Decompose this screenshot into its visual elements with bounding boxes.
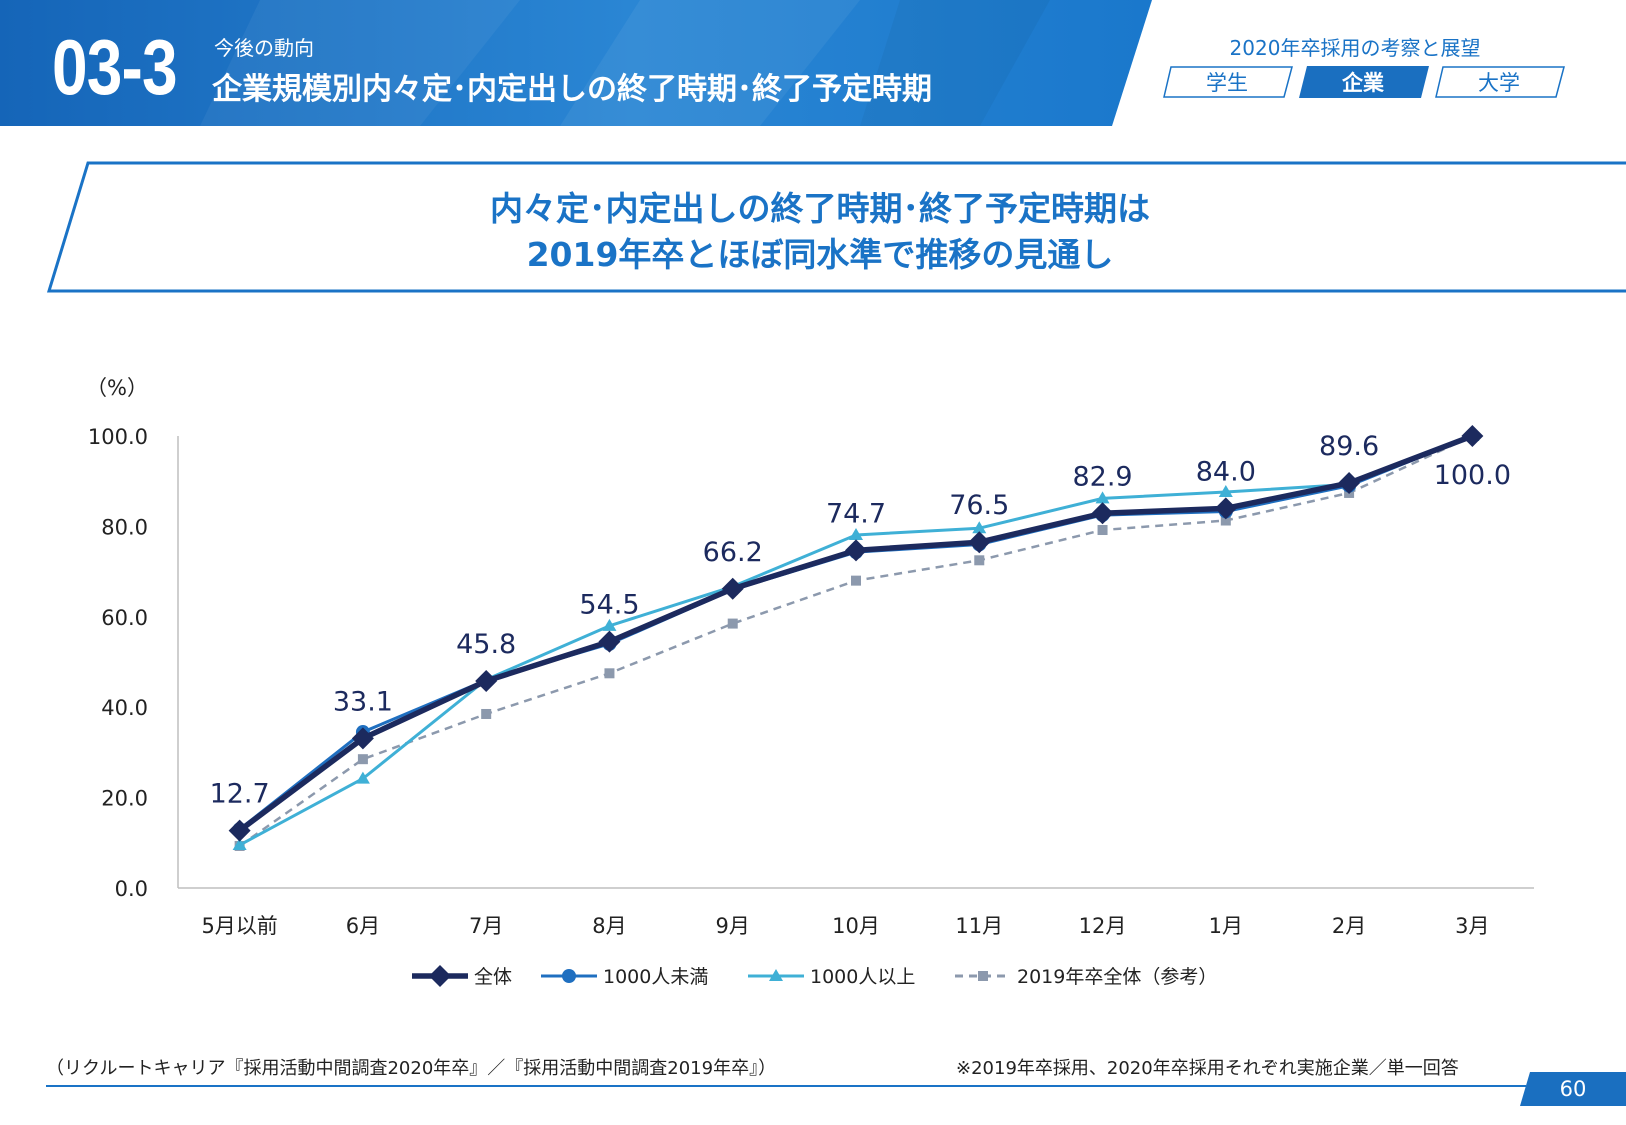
- x-tick-label: 8月: [592, 914, 626, 938]
- data-point: [1091, 502, 1114, 525]
- headline-box: 内々定･内定出しの終了時期･終了予定時期は 2019年卒とほぼ同水準で推移の見通…: [0, 160, 1626, 296]
- data-point: [727, 618, 738, 629]
- tab-university[interactable]: 大学: [1435, 66, 1565, 98]
- data-label: 12.7: [210, 779, 270, 810]
- tab-student-label: 学生: [1206, 71, 1248, 95]
- data-label: 54.5: [579, 590, 639, 621]
- x-tick-label: 2月: [1332, 914, 1366, 938]
- source-text: （リクルートキャリア『採用活動中間調査2020年卒』／『採用活動中間調査2019…: [46, 1058, 777, 1079]
- data-label: 100.0: [1434, 460, 1511, 491]
- data-point: [1220, 515, 1231, 526]
- series-line: [237, 433, 1474, 833]
- headline-line-2: 2019年卒とほぼ同水準で推移の見通し: [526, 235, 1114, 274]
- data-label: 33.1: [333, 686, 393, 717]
- data-label: 66.2: [703, 537, 763, 568]
- x-tick-label: 1月: [1209, 914, 1243, 938]
- series-2: [232, 429, 1480, 837]
- y-tick-label: 20.0: [101, 787, 148, 811]
- data-label: 82.9: [1072, 461, 1132, 492]
- legend-label: 1000人以上: [810, 966, 915, 988]
- data-point: [974, 555, 985, 566]
- data-point: [845, 539, 867, 562]
- y-tick-label: 80.0: [101, 515, 148, 539]
- section-subtitle: 今後の動向: [214, 36, 314, 60]
- x-tick-labels: 5月以前 6月 7月 8月 9月 10月 11月 12月 1月 2月 3月: [201, 914, 1489, 938]
- data-point: [972, 521, 987, 534]
- legend-swatch-marker: [562, 969, 576, 983]
- chart-axes: [177, 436, 1534, 889]
- x-tick-label: 5月以前: [201, 914, 277, 938]
- data-point: [968, 531, 991, 554]
- x-tick-label: 7月: [469, 914, 503, 938]
- x-tick-label: 10月: [832, 914, 880, 938]
- data-point: [355, 771, 370, 784]
- series-1: [228, 425, 1484, 842]
- data-point: [598, 630, 621, 653]
- y-tick-labels: 0.0 20.0 40.0 60.0 80.0 100.0: [88, 425, 148, 901]
- footer-divider: [46, 1085, 1526, 1087]
- data-labels: 12.7 33.1 45.8 54.5 66.2 74.7 76.5 82.9 84.0 89.6…: [210, 431, 1511, 810]
- data-label: 76.5: [949, 490, 1009, 521]
- data-point: [1218, 485, 1233, 498]
- data-point: [357, 754, 368, 765]
- data-point: [1097, 525, 1108, 536]
- tab-university-label: 大学: [1478, 71, 1520, 95]
- category-tabs: 学生 企業 大学: [1163, 66, 1573, 102]
- data-point: [1338, 472, 1361, 495]
- line-chart: （%） 0.0 20.0 40.0 60.0 80.0 100.0 5月以前 6月 7月 8月 9…: [86, 376, 1534, 988]
- data-point: [475, 669, 498, 692]
- x-tick-label: 9月: [716, 914, 750, 938]
- legend-item: 1000人以上: [748, 966, 915, 988]
- page-number-badge: 60: [1520, 1072, 1626, 1106]
- data-point: [232, 838, 247, 851]
- page-number: 60: [1559, 1077, 1587, 1101]
- x-tick-label: 11月: [955, 914, 1003, 938]
- data-point: [602, 618, 617, 631]
- legend-item: 全体: [412, 965, 512, 988]
- x-tick-label: 6月: [346, 914, 380, 938]
- x-tick-label: 3月: [1455, 914, 1489, 938]
- tab-company[interactable]: 企業: [1299, 66, 1429, 98]
- legend-label: 2019年卒全体（参考）: [1017, 966, 1217, 988]
- data-point: [604, 668, 615, 679]
- headline-frame: [46, 161, 1626, 293]
- tab-company-label: 企業: [1342, 71, 1384, 95]
- header-banner: 03-3 今後の動向 企業規模別内々定･内定出しの終了時期･終了予定時期 202…: [0, 0, 1626, 128]
- note-text: ※2019年卒採用、2020年卒採用それぞれ実施企業／単一回答: [956, 1058, 1459, 1079]
- legend-label: 1000人未満: [603, 966, 708, 988]
- data-point: [1214, 497, 1237, 520]
- data-point: [1461, 425, 1484, 447]
- data-point: [849, 527, 863, 540]
- section-number: 03-3: [52, 23, 178, 111]
- data-point: [721, 577, 744, 600]
- legend-item: 1000人未満: [541, 966, 708, 988]
- y-tick-label: 60.0: [101, 606, 148, 630]
- banner-background: [0, 0, 1152, 126]
- tab-student[interactable]: 学生: [1163, 66, 1293, 98]
- legend-swatch-marker: [769, 969, 783, 981]
- data-point: [1095, 491, 1110, 504]
- data-label: 84.0: [1196, 456, 1256, 487]
- chart-legend: 全体 1000人未満 1000人以上 2019年卒全体（参考）: [412, 965, 1217, 988]
- headline-line-1: 内々定･内定出しの終了時期･終了予定時期は: [490, 189, 1150, 228]
- legend-item: 2019年卒全体（参考）: [955, 966, 1217, 988]
- legend-label: 全体: [474, 966, 512, 988]
- legend-swatch-marker: [429, 965, 451, 987]
- data-label: 45.8: [456, 629, 516, 660]
- section-title: 企業規模別内々定･内定出しの終了時期･終了予定時期: [212, 72, 932, 107]
- data-point: [481, 708, 492, 719]
- data-label: 74.7: [826, 498, 886, 529]
- report-title: 2020年卒採用の考察と展望: [1229, 36, 1481, 60]
- y-tick-label: 100.0: [88, 425, 148, 449]
- y-unit-label: （%）: [86, 376, 148, 400]
- x-tick-label: 12月: [1079, 914, 1127, 938]
- data-point: [351, 727, 374, 750]
- y-tick-label: 0.0: [115, 877, 148, 901]
- data-point: [228, 819, 251, 842]
- legend-swatch-marker: [978, 971, 988, 981]
- chart-series: [228, 425, 1484, 851]
- data-label: 89.6: [1319, 431, 1379, 462]
- data-point: [851, 575, 861, 586]
- y-tick-label: 40.0: [101, 696, 148, 720]
